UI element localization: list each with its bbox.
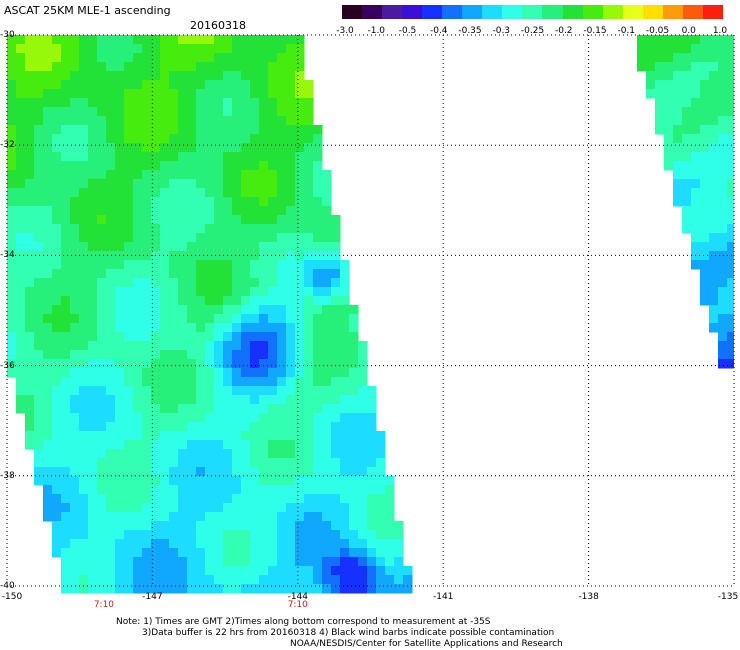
colorbar-segment [542,5,563,19]
colorbar-label: -0.35 [458,26,482,36]
time-label: 7:10 [287,600,308,610]
latitude-label: -38 [0,470,15,481]
colorbar-segment [382,5,403,19]
colorbar-segment [702,5,723,19]
longitude-label: -138 [578,592,599,602]
colorbar-label: 1.0 [712,26,728,36]
colorbar-segment [642,5,663,19]
colorbar-segment [562,5,583,19]
colorbar-segment [482,5,503,19]
colorbar-segment [682,5,703,19]
colorbar-label: -0.4 [429,26,448,36]
time-label: 7:10 [93,600,115,610]
colorbar-segment [602,5,623,19]
longitude-label: -135 [717,592,739,602]
colorbar-label: -0.25 [520,26,545,36]
colorbar-segment [462,5,483,19]
colorbar-segment [402,5,423,19]
note-line-2: 3)Data buffer is 22 hrs from 20160318 4)… [142,628,555,638]
colorbar-segment [662,5,683,19]
longitude-label: -147 [142,592,163,602]
map-date: 20160318 [190,19,246,32]
latitude-label: -36 [0,360,15,371]
latitude-label: -40 [0,581,15,591]
colorbar-label: -0.2 [554,26,573,36]
colorbar-label: -0.15 [583,26,607,36]
wind-field [7,35,734,594]
longitude-label: -150 [1,592,23,602]
colorbar-label: -0.05 [645,26,670,36]
colorbar-segment [442,5,463,19]
colorbar-segment [422,5,443,19]
colorbar-label: -0.5 [398,26,417,36]
colorbar-segment [342,5,363,19]
longitude-label: -141 [432,592,454,602]
colorbar-label: 0.0 [681,26,696,36]
latitude-label: -32 [0,140,15,151]
map-plot [6,34,735,594]
colorbar-label: -1.0 [367,26,386,36]
longitude-label: -144 [287,592,309,602]
note-line-1: Note: 1) Times are GMT 2)Times along bot… [116,617,491,627]
colorbar-label: -0.3 [492,26,511,36]
colorbar [342,5,723,19]
colorbar-segment [362,5,383,19]
colorbar-segment [582,5,603,19]
colorbar-segment [622,5,643,19]
note-line-3: NOAA/NESDIS/Center for Satellite Applica… [290,639,563,649]
colorbar-label: -0.1 [617,26,636,36]
colorbar-segment [522,5,543,19]
colorbar-label: -3.0 [336,26,354,36]
latitude-label: -34 [0,250,15,261]
colorbar-segment [502,5,523,19]
map-title: ASCAT 25KM MLE-1 ascending [4,4,171,17]
latitude-label: -30 [0,30,15,40]
